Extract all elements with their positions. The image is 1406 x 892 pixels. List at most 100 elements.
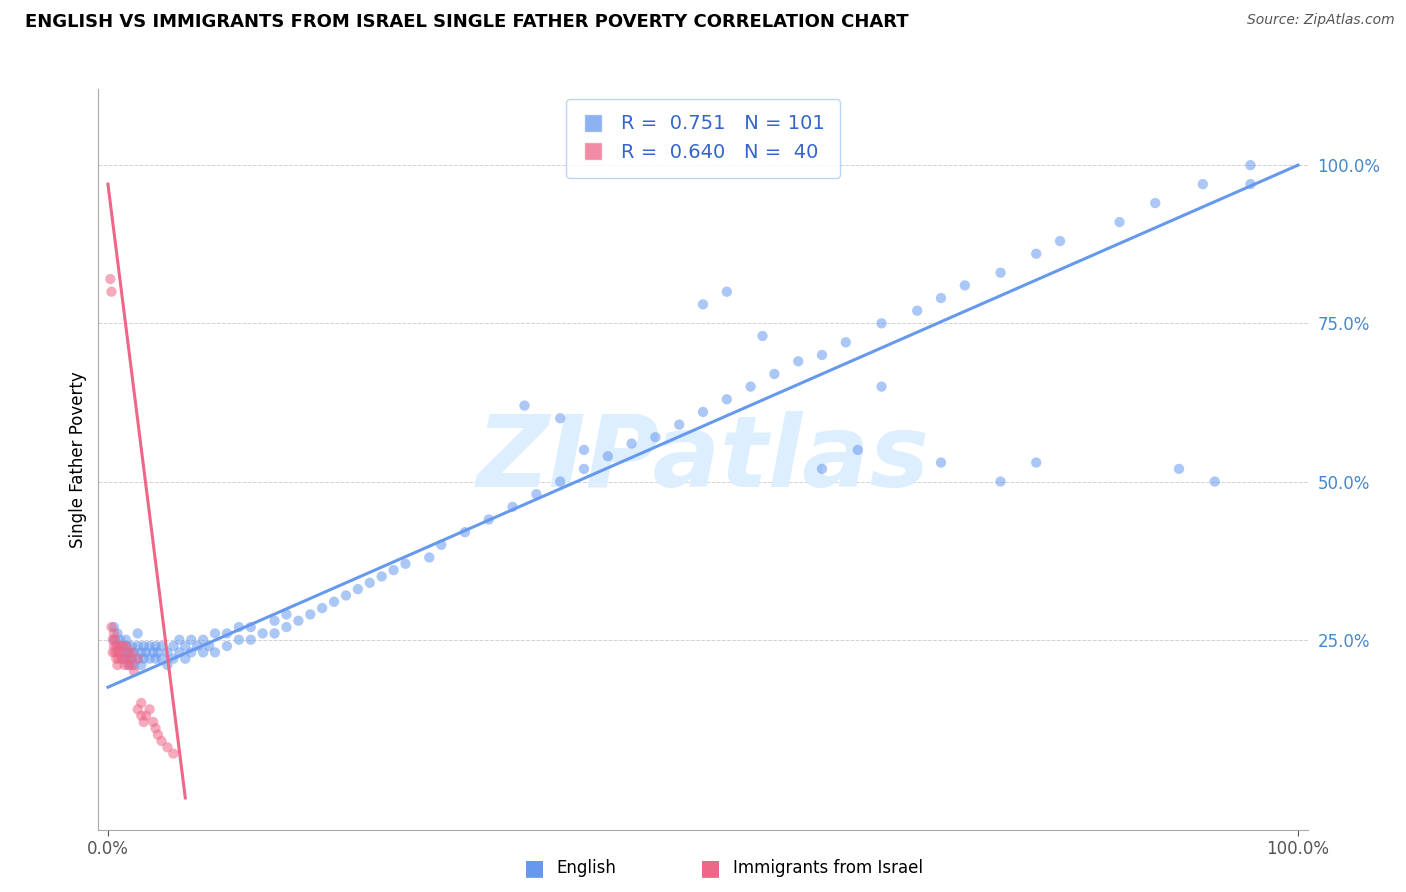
Point xyxy=(142,645,165,659)
Point xyxy=(103,626,125,640)
Point xyxy=(198,639,221,653)
Point xyxy=(287,614,309,628)
Point xyxy=(370,569,392,583)
Point xyxy=(1025,456,1047,470)
Point xyxy=(239,620,262,634)
Point xyxy=(118,645,141,659)
Point xyxy=(111,639,134,653)
Point xyxy=(108,645,131,659)
Point xyxy=(114,651,136,665)
Point xyxy=(111,651,134,665)
Point xyxy=(1168,462,1191,476)
Point xyxy=(347,582,370,596)
Point xyxy=(107,626,129,640)
Point xyxy=(644,430,666,444)
Point xyxy=(120,651,142,665)
Point xyxy=(103,620,125,634)
Point xyxy=(239,632,262,647)
Point xyxy=(105,639,128,653)
Point xyxy=(145,651,167,665)
Point xyxy=(114,658,136,673)
Point xyxy=(174,639,197,653)
Text: English: English xyxy=(557,859,617,877)
Point xyxy=(692,405,714,419)
Point xyxy=(311,601,333,615)
Point xyxy=(115,651,138,665)
Text: ■: ■ xyxy=(700,858,720,878)
Point xyxy=(114,639,136,653)
Point xyxy=(524,487,547,501)
Point xyxy=(104,632,127,647)
Point xyxy=(117,658,139,673)
Point xyxy=(118,658,141,673)
Y-axis label: Single Father Poverty: Single Father Poverty xyxy=(69,371,87,548)
Point xyxy=(572,462,595,476)
Point xyxy=(180,632,202,647)
Point xyxy=(382,563,405,577)
Point xyxy=(107,639,129,653)
Point xyxy=(692,297,714,311)
Point xyxy=(716,285,738,299)
Point xyxy=(548,475,571,489)
Point xyxy=(132,651,155,665)
Point xyxy=(107,658,129,673)
Point xyxy=(122,658,145,673)
Point xyxy=(101,645,124,659)
Point xyxy=(145,639,167,653)
Point xyxy=(323,595,346,609)
Point xyxy=(115,639,138,653)
Point xyxy=(101,632,124,647)
Point xyxy=(156,658,179,673)
Point xyxy=(1108,215,1130,229)
Point xyxy=(572,442,595,457)
Point xyxy=(1025,246,1047,260)
Point xyxy=(174,651,197,665)
Point xyxy=(150,734,173,748)
Point xyxy=(108,639,131,653)
Point xyxy=(204,626,226,640)
Point xyxy=(132,714,155,729)
Point xyxy=(1239,158,1261,172)
Point xyxy=(740,379,762,393)
Point xyxy=(135,708,157,723)
Point xyxy=(990,475,1012,489)
Point xyxy=(263,614,285,628)
Point xyxy=(763,367,786,381)
Point xyxy=(121,645,143,659)
Point xyxy=(299,607,322,622)
Point xyxy=(1144,196,1167,211)
Point xyxy=(990,266,1012,280)
Text: Immigrants from Israel: Immigrants from Israel xyxy=(733,859,922,877)
Point xyxy=(121,651,143,665)
Point xyxy=(430,538,453,552)
Point xyxy=(127,639,149,653)
Point xyxy=(138,702,160,716)
Point xyxy=(929,291,952,305)
Point xyxy=(103,639,125,653)
Point xyxy=(108,632,131,647)
Point xyxy=(127,702,149,716)
Point xyxy=(228,632,250,647)
Point xyxy=(335,589,357,603)
Point xyxy=(1049,234,1071,248)
Point xyxy=(162,651,184,665)
Point xyxy=(846,442,869,457)
Point xyxy=(100,620,122,634)
Point xyxy=(127,651,149,665)
Point xyxy=(104,645,127,659)
Point xyxy=(122,665,145,679)
Point xyxy=(1204,475,1226,489)
Point xyxy=(252,626,274,640)
Point xyxy=(98,272,121,286)
Point xyxy=(162,639,184,653)
Point xyxy=(478,512,501,526)
Point xyxy=(929,456,952,470)
Point xyxy=(276,620,298,634)
Point xyxy=(129,696,152,710)
Point xyxy=(811,462,834,476)
Point xyxy=(835,335,858,350)
Text: ENGLISH VS IMMIGRANTS FROM ISRAEL SINGLE FATHER POVERTY CORRELATION CHART: ENGLISH VS IMMIGRANTS FROM ISRAEL SINGLE… xyxy=(25,13,908,31)
Point xyxy=(121,639,143,653)
Point xyxy=(191,632,214,647)
Point xyxy=(548,411,571,425)
